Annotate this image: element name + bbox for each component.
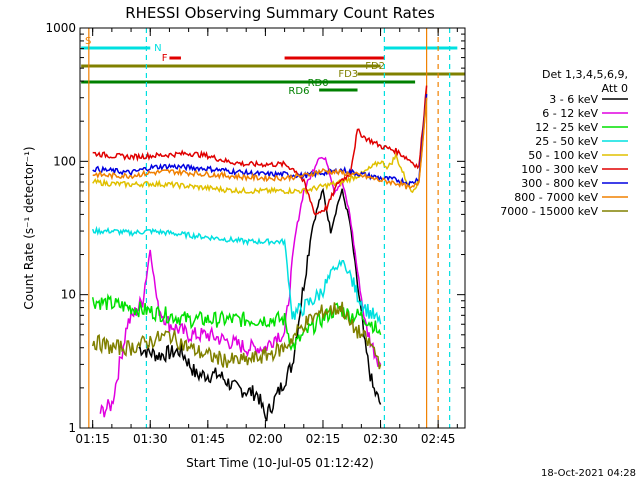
- y-tick-label: 1: [68, 421, 76, 435]
- legend-entry: 6 - 12 keV: [542, 107, 598, 120]
- chart-title: RHESSI Observing Summary Count Rates: [125, 4, 435, 22]
- x-tick-label: 01:15: [75, 432, 110, 446]
- x-tick-label: 01:30: [133, 432, 168, 446]
- flag-label: FD3: [338, 69, 358, 80]
- legend-entry: 12 - 25 keV: [535, 121, 598, 134]
- legend-entry: 25 - 50 keV: [535, 135, 598, 148]
- series-line-25to50keV: [91, 225, 382, 325]
- legend-entry: 7000 - 15000 keV: [500, 205, 598, 218]
- plot-frame: [79, 27, 466, 429]
- legend-entry: 50 - 100 keV: [528, 149, 598, 162]
- x-axis: 01:15 01:30 01:45 02:00 02:15 02:30 02:45: [75, 28, 458, 446]
- y-axis: 1 10 100 1000: [45, 21, 465, 435]
- legend-header: Det 1,3,4,5,6,9,: [542, 68, 628, 81]
- legend-entry: 800 - 7000 keV: [514, 191, 598, 204]
- flag-label: FD2: [365, 61, 385, 72]
- y-tick-label: 100: [53, 154, 76, 168]
- legend-entry: 3 - 6 keV: [549, 93, 598, 106]
- series-line-800to7000keV: [92, 97, 428, 190]
- flag-label: RD0: [308, 78, 329, 89]
- flag-label: S: [85, 36, 91, 47]
- legend-header: Att 0: [602, 82, 628, 95]
- x-axis-label: Start Time (10-Jul-05 01:12:42): [186, 456, 374, 470]
- x-tick-label: 01:45: [191, 432, 226, 446]
- x-tick-label: 02:00: [248, 432, 283, 446]
- flag-label: F: [162, 53, 168, 64]
- series-line-100to300keV: [92, 85, 428, 216]
- event-markers: [88, 28, 451, 428]
- legend-entry: 100 - 300 keV: [521, 163, 598, 176]
- flag-label: RD6: [288, 86, 309, 97]
- x-tick-label: 02:45: [421, 432, 456, 446]
- series-line-300to800keV: [92, 93, 428, 187]
- series-line-6to12keV: [99, 156, 382, 418]
- series-line-50to100keV: [92, 97, 428, 195]
- x-tick-label: 02:15: [306, 432, 341, 446]
- series-line-3to6keV: [138, 187, 382, 422]
- footer-date: 18-Oct-2021 04:28: [541, 468, 636, 479]
- series-line-12to25keV: [91, 293, 382, 352]
- y-axis-label: Count Rate (s⁻¹ detector⁻¹): [22, 146, 36, 309]
- series-group: [91, 85, 428, 422]
- y-tick-label: 1000: [45, 21, 76, 35]
- legend-entry: 300 - 800 keV: [521, 177, 598, 190]
- y-tick-label: 10: [61, 288, 76, 302]
- flag-label: N: [154, 43, 161, 54]
- x-tick-label: 02:30: [363, 432, 398, 446]
- series-line-7000to15000keV: [91, 301, 382, 370]
